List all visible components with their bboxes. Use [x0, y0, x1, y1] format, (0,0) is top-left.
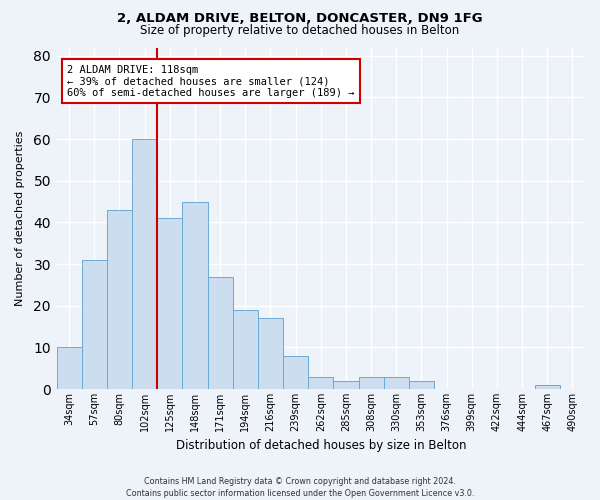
Bar	[132, 139, 157, 389]
Bar	[359, 376, 383, 389]
Bar	[409, 380, 434, 389]
Text: Contains HM Land Registry data © Crown copyright and database right 2024.
Contai: Contains HM Land Registry data © Crown c…	[126, 476, 474, 498]
Bar	[383, 376, 409, 389]
Bar	[208, 276, 233, 389]
Text: Size of property relative to detached houses in Belton: Size of property relative to detached ho…	[140, 24, 460, 37]
Bar	[107, 210, 132, 389]
Bar	[82, 260, 107, 389]
Text: 2, ALDAM DRIVE, BELTON, DONCASTER, DN9 1FG: 2, ALDAM DRIVE, BELTON, DONCASTER, DN9 1…	[117, 12, 483, 26]
Bar	[308, 376, 334, 389]
Bar	[233, 310, 258, 389]
Bar	[334, 380, 359, 389]
Bar	[535, 385, 560, 389]
Bar	[283, 356, 308, 389]
Bar	[258, 318, 283, 389]
X-axis label: Distribution of detached houses by size in Belton: Distribution of detached houses by size …	[176, 440, 466, 452]
Bar	[182, 202, 208, 389]
Bar	[56, 348, 82, 389]
Bar	[157, 218, 182, 389]
Y-axis label: Number of detached properties: Number of detached properties	[15, 130, 25, 306]
Text: 2 ALDAM DRIVE: 118sqm
← 39% of detached houses are smaller (124)
60% of semi-det: 2 ALDAM DRIVE: 118sqm ← 39% of detached …	[67, 64, 355, 98]
